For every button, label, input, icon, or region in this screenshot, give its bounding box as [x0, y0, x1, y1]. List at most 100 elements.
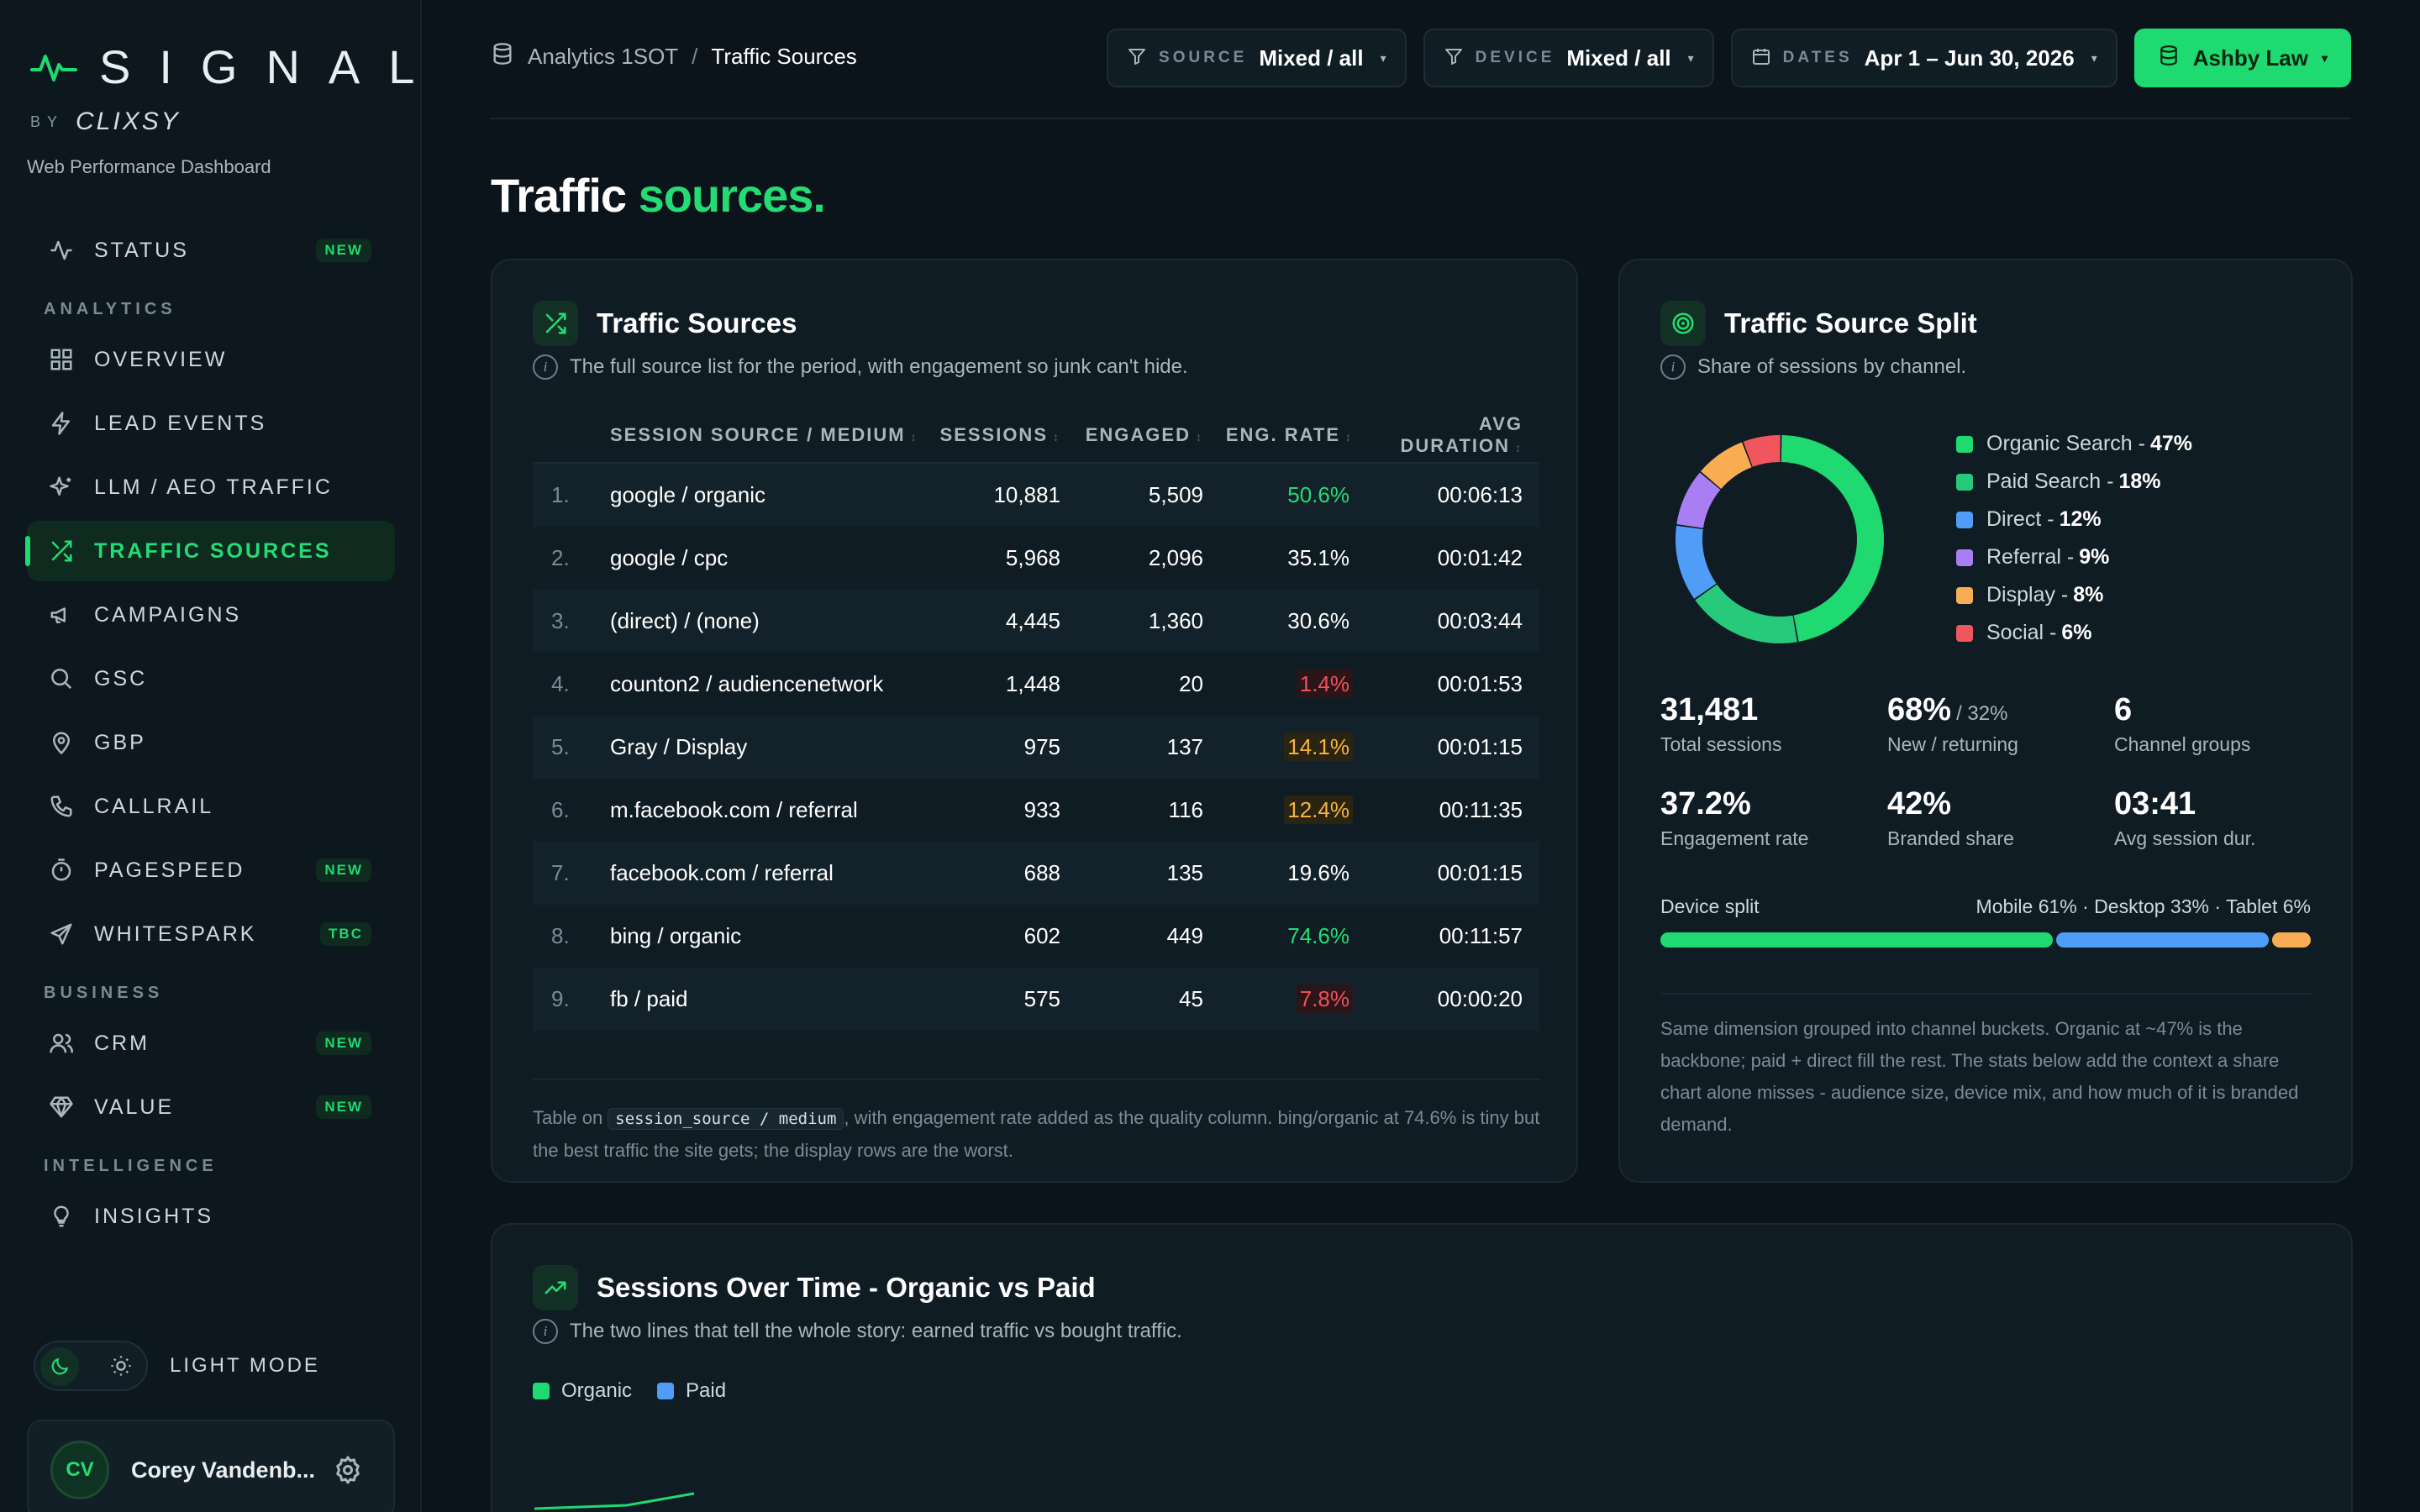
new-badge: NEW	[316, 858, 371, 882]
avg-duration-cell: 00:11:35	[1439, 797, 1523, 822]
legend-swatch	[1956, 511, 1973, 528]
info-icon[interactable]: i	[533, 354, 558, 380]
column-header-source[interactable]: SESSION SOURCE / MEDIUM ↕	[610, 424, 926, 446]
source-filter[interactable]: SOURCE Mixed / all ▾	[1107, 29, 1407, 87]
filter-value: Mixed / all	[1259, 45, 1364, 71]
legend-item[interactable]: Direct -12%	[1956, 501, 2192, 538]
table-header: SESSION SOURCE / MEDIUM ↕ SESSIONS ↕ ENGAG…	[533, 408, 1539, 464]
table-row[interactable]: 6. m.facebook.com / referral 933 116 12.4% 00…	[533, 779, 1539, 842]
stat-value: 03:41	[2114, 786, 2316, 822]
section-label-business: BUSINESS	[44, 984, 164, 1002]
eng-rate-value: 35.1%	[1287, 545, 1349, 570]
legend-item[interactable]: Social -6%	[1956, 614, 2192, 652]
source-medium-cell: fb / paid	[610, 986, 688, 1011]
gear-icon[interactable]	[333, 1455, 363, 1489]
device-split-header: Device split Mobile 61% · Desktop 33% · …	[1660, 895, 2311, 918]
phone-icon	[47, 792, 76, 821]
info-icon[interactable]: i	[1660, 354, 1686, 380]
legend-percent: 6%	[2061, 621, 2092, 644]
stat-extra: / 32%	[1956, 702, 2008, 725]
table-row[interactable]: 3. (direct) / (none) 4,445 1,360 30.6% 00:03:…	[533, 590, 1539, 653]
sun-icon	[109, 1354, 133, 1382]
info-icon[interactable]: i	[533, 1319, 558, 1344]
column-header-engaged[interactable]: ENGAGED ↕	[1060, 424, 1203, 446]
legend-item[interactable]: Organic Search -47%	[1956, 425, 2192, 463]
source-medium-cell: Gray / Display	[610, 734, 748, 759]
row-rank: 9.	[551, 986, 570, 1011]
device-filter[interactable]: DEVICE Mixed / all ▾	[1423, 29, 1714, 87]
donut-slice[interactable]	[1781, 435, 1884, 642]
column-header-sessions[interactable]: SESSIONS ↕	[926, 424, 1060, 446]
avg-duration-cell: 00:00:20	[1437, 986, 1523, 1011]
sidebar-item-callrail[interactable]: CALLRAIL	[27, 776, 395, 837]
sidebar-item-gbp[interactable]: GBP	[27, 712, 395, 773]
avg-duration-cell: 00:06:13	[1437, 482, 1523, 507]
sidebar-item-gsc[interactable]: GSC	[27, 648, 395, 709]
legend-item[interactable]: Referral -9%	[1956, 538, 2192, 576]
table-row[interactable]: 1. google / organic 10,881 5,509 50.6% 00:06:…	[533, 464, 1539, 527]
card-subtitle: i The full source list for the period, w…	[533, 354, 1188, 380]
sidebar-item-value[interactable]: VALUE NEW	[27, 1077, 395, 1137]
sidebar-item-whitespark[interactable]: WHITESPARK TBC	[27, 904, 395, 964]
source-medium-cell: bing / organic	[610, 923, 742, 948]
column-header-avg-duration[interactable]: AVG DURATION ↕	[1353, 413, 1539, 457]
chevron-down-icon: ▾	[2091, 50, 2097, 65]
breadcrumb-parent[interactable]: Analytics 1SOT	[528, 44, 679, 69]
client-selector-button[interactable]: Ashby Law ▾	[2133, 29, 2351, 87]
avg-duration-cell: 00:01:15	[1437, 860, 1523, 885]
legend-label: Organic Search -	[1986, 432, 2145, 455]
avg-duration-cell: 00:11:57	[1439, 923, 1523, 948]
card-title: Traffic Sources	[597, 307, 797, 339]
table-row[interactable]: 4. counton2 / audiencenetwork 1,448 20 1.4% 0…	[533, 653, 1539, 716]
stat-number: 42%	[1887, 786, 1952, 822]
legend-item-paid[interactable]: Paid	[657, 1379, 726, 1403]
sidebar-item-lead-events[interactable]: LEAD EVENTS	[27, 393, 395, 454]
sessions-over-time-card: Sessions Over Time - Organic vs Paid i T…	[491, 1223, 2353, 1512]
sidebar-item-campaigns[interactable]: CAMPAIGNS	[27, 585, 395, 645]
sidebar-item-pagespeed[interactable]: PAGESPEED NEW	[27, 840, 395, 900]
donut-slice[interactable]	[1676, 472, 1721, 528]
donut-slice[interactable]	[1701, 442, 1752, 489]
shuffle-icon	[47, 537, 76, 565]
source-medium-cell: m.facebook.com / referral	[610, 797, 858, 822]
donut-slice[interactable]	[1676, 525, 1717, 599]
table-row[interactable]: 9. fb / paid 575 45 7.8% 00:00:20	[533, 968, 1539, 1031]
light-mode-label[interactable]: LIGHT MODE	[170, 1354, 320, 1377]
sidebar-item-crm[interactable]: CRM NEW	[27, 1013, 395, 1074]
column-header-label: SESSIONS	[939, 424, 1048, 445]
sessions-cell: 10,881	[993, 482, 1060, 507]
sidebar-item-traffic-sources[interactable]: TRAFFIC SOURCES	[25, 521, 395, 581]
legend-item[interactable]: Paid Search -18%	[1956, 463, 2192, 501]
device-segment	[1660, 932, 2054, 948]
donut-slice[interactable]	[1695, 584, 1797, 643]
eng-rate-cell: 14.1%	[1203, 732, 1353, 761]
section-label-analytics: ANALYTICS	[44, 300, 176, 318]
eng-rate-cell: 74.6%	[1203, 923, 1353, 949]
date-range-filter[interactable]: DATES Apr 1 – Jun 30, 2026 ▾	[1730, 29, 2118, 87]
tagline: Web Performance Dashboard	[27, 156, 271, 177]
theme-toggle[interactable]	[34, 1341, 148, 1391]
legend-swatch	[1956, 473, 1973, 491]
traffic-source-split-card: Traffic Source Split i Share of sessions…	[1618, 259, 2353, 1183]
sidebar-item-overview[interactable]: OVERVIEW	[27, 329, 395, 390]
sessions-cell: 5,968	[1005, 545, 1060, 570]
filter-icon	[1127, 46, 1147, 71]
page-title-accent: sources.	[638, 169, 826, 222]
calendar-icon	[1751, 46, 1771, 71]
table-row[interactable]: 7. facebook.com / referral 688 135 19.6% 00:0…	[533, 842, 1539, 905]
stat-label: Total sessions	[1660, 733, 1782, 755]
column-header-eng-rate[interactable]: ENG. RATE ↕	[1203, 424, 1353, 446]
table-row[interactable]: 2. google / cpc 5,968 2,096 35.1% 00:01:42	[533, 527, 1539, 590]
logo[interactable]: SIGNAL	[30, 44, 443, 91]
sidebar-item-status[interactable]: STATUS NEW	[27, 220, 395, 281]
donut-slice[interactable]	[1743, 435, 1781, 467]
lightning-icon	[47, 409, 76, 438]
sidebar-item-insights[interactable]: INSIGHTS	[27, 1186, 395, 1247]
table-row[interactable]: 8. bing / organic 602 449 74.6% 00:11:57	[533, 905, 1539, 968]
table-row[interactable]: 5. Gray / Display 975 137 14.1% 00:01:15	[533, 716, 1539, 779]
legend-item[interactable]: Display -8%	[1956, 576, 2192, 614]
user-card[interactable]: CV Corey Vandenb...	[27, 1420, 395, 1512]
legend-item-organic[interactable]: Organic	[533, 1379, 632, 1403]
sidebar-item-llm-aeo-traffic[interactable]: LLM / AEO TRAFFIC	[27, 457, 395, 517]
sort-icon: ↕	[1053, 430, 1060, 444]
